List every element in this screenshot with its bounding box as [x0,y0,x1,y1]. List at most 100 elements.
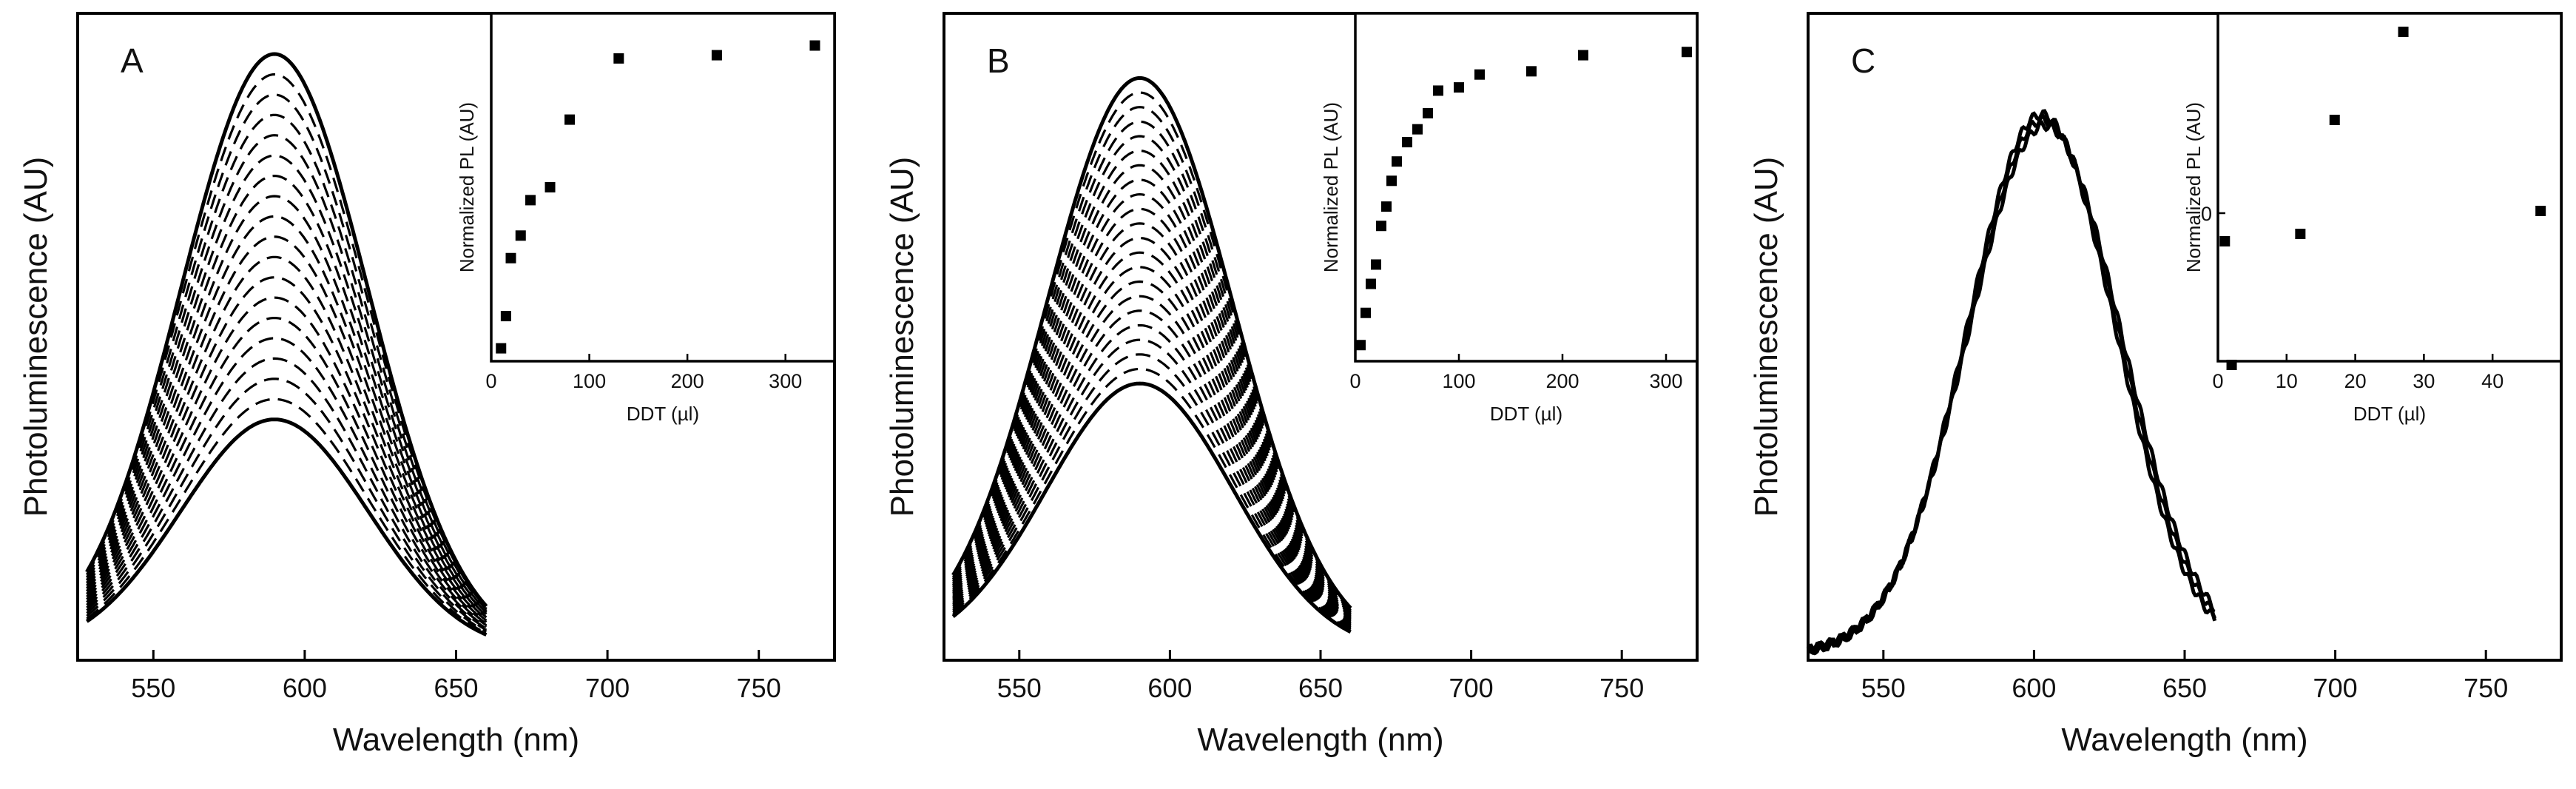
emission-curves [85,52,488,637]
inset-x-tick-label: 0 [1349,370,1361,392]
emission-curve [951,120,1352,613]
inset-chart: 0 100 200 300 DDT (µl) Normalized PL (AU) [1320,12,1699,425]
inset-y-axis-title: Normalized PL (AU) [2182,102,2205,272]
x-tick-label: 700 [1449,673,1494,703]
inset-data-point [2535,206,2546,216]
inset-data-point [1526,66,1537,77]
emission-curve [951,75,1352,610]
emission-curve [86,195,488,619]
inset-y-axis-title: Normalized PL (AU) [1320,102,1342,272]
inset-frame [490,12,836,363]
inset-data-point [2295,229,2306,239]
emission-curve [951,150,1352,615]
emission-curve [85,52,488,608]
inset-data-point [2219,236,2231,246]
inset-data-point [564,114,576,125]
inset-data-point [1386,175,1397,187]
x-tick-label: 600 [283,673,327,703]
emission-curve [952,309,1352,628]
inset-data-point [2226,360,2237,370]
emission-curve [952,280,1352,625]
emission-curve [951,207,1352,620]
inset-x-axis-title: DDT (µl) [2353,403,2426,425]
inset-x-axis-title: DDT (µl) [1490,403,1562,425]
x-tick-label: 750 [1599,673,1644,703]
inset-data-point [1474,69,1485,80]
emission-curve [86,255,488,623]
panel-label: A [121,41,144,80]
emission-curve [85,417,488,637]
emission-curve [951,178,1352,617]
emission-curve [86,276,488,625]
inset-data-point [1454,82,1464,93]
inset-x-tick-label: 300 [769,370,802,392]
emission-curve [951,135,1352,614]
inset-x-tick-label: 0 [2212,370,2223,392]
inset-data-point [1433,85,1443,96]
emission-curve [85,134,488,614]
x-tick-label: 600 [1147,673,1192,703]
x-tick-label: 700 [585,673,630,703]
y-axis-title: Photoluminescence (AU) [1748,157,1784,517]
panel-label: B [987,41,1010,80]
emission-curve [86,317,488,628]
inset-data-point [809,40,820,51]
inset-y-axis-title: Normalized PL (AU) [456,102,478,272]
inset-chart: 0 100 200 300 DDT (µl) Normalized PL (AU) [456,12,836,425]
inset-data-point [1423,107,1433,118]
emission-curve [86,235,488,622]
emission-curve [1806,109,2217,656]
emission-curves [1806,109,2217,656]
inset-data-point [1402,137,1412,148]
inset-data-point [505,252,516,263]
inset-chart: 0 10 20 30 40 0 DDT (µl) Normalized PL (AU) [2182,12,2563,425]
inset-x-tick-label: 40 [2481,370,2503,392]
panel-c: 550 600 650 700 750 Wavelength (nm) Photolumin… [1748,12,2563,758]
y-axis-title: Photoluminescence (AU) [18,157,54,517]
x-tick-label: 650 [434,673,478,703]
inset-x-tick-label: 30 [2413,370,2435,392]
inset-data-point [515,230,526,241]
emission-curve [951,222,1352,621]
inset-data-point [2398,27,2409,37]
x-tick-label: 750 [2464,673,2508,703]
panel-a: 550 600 650 700 750 Wavelength (nm) Photolumin… [18,12,836,758]
inset-data-point [711,50,722,61]
inset-data-point [1371,259,1381,270]
inset-y-tick-label: 0 [2201,203,2212,225]
emission-curve [952,323,1352,629]
emission-curve [86,377,488,633]
inset-data-point [1361,307,1371,318]
emission-curve [951,106,1352,611]
inset-data-point [500,311,511,322]
emission-curve [86,357,488,631]
x-tick-label: 550 [1861,673,1906,703]
inset-x-tick-label: 200 [1545,370,1579,392]
emission-curve [952,367,1352,632]
inset-frame [1354,12,1699,363]
inset-x-tick-label: 100 [573,370,606,392]
emission-curve [85,73,488,609]
emission-curve [952,266,1352,624]
x-tick-label: 700 [2313,673,2358,703]
x-tick-label: 550 [131,673,175,703]
inset-x-tick-label: 10 [2276,370,2298,392]
emission-curve [951,236,1352,622]
inset-data-point [1578,50,1588,61]
inset-data-point [496,343,507,354]
x-axis-title: Wavelength (nm) [333,722,579,758]
inset-data-point [544,182,556,192]
inset-x-tick-label: 200 [671,370,704,392]
x-tick-label: 650 [2162,673,2207,703]
emission-curve [1807,113,2217,656]
inset-x-tick-label: 20 [2344,370,2367,392]
emission-curve [85,113,488,612]
inset-data-point [1682,47,1692,58]
emission-curve [952,295,1352,626]
emission-curve [951,192,1352,619]
x-tick-label: 550 [997,673,1042,703]
emission-curve [85,174,488,617]
emission-curve [952,353,1352,631]
x-tick-label: 750 [737,673,781,703]
